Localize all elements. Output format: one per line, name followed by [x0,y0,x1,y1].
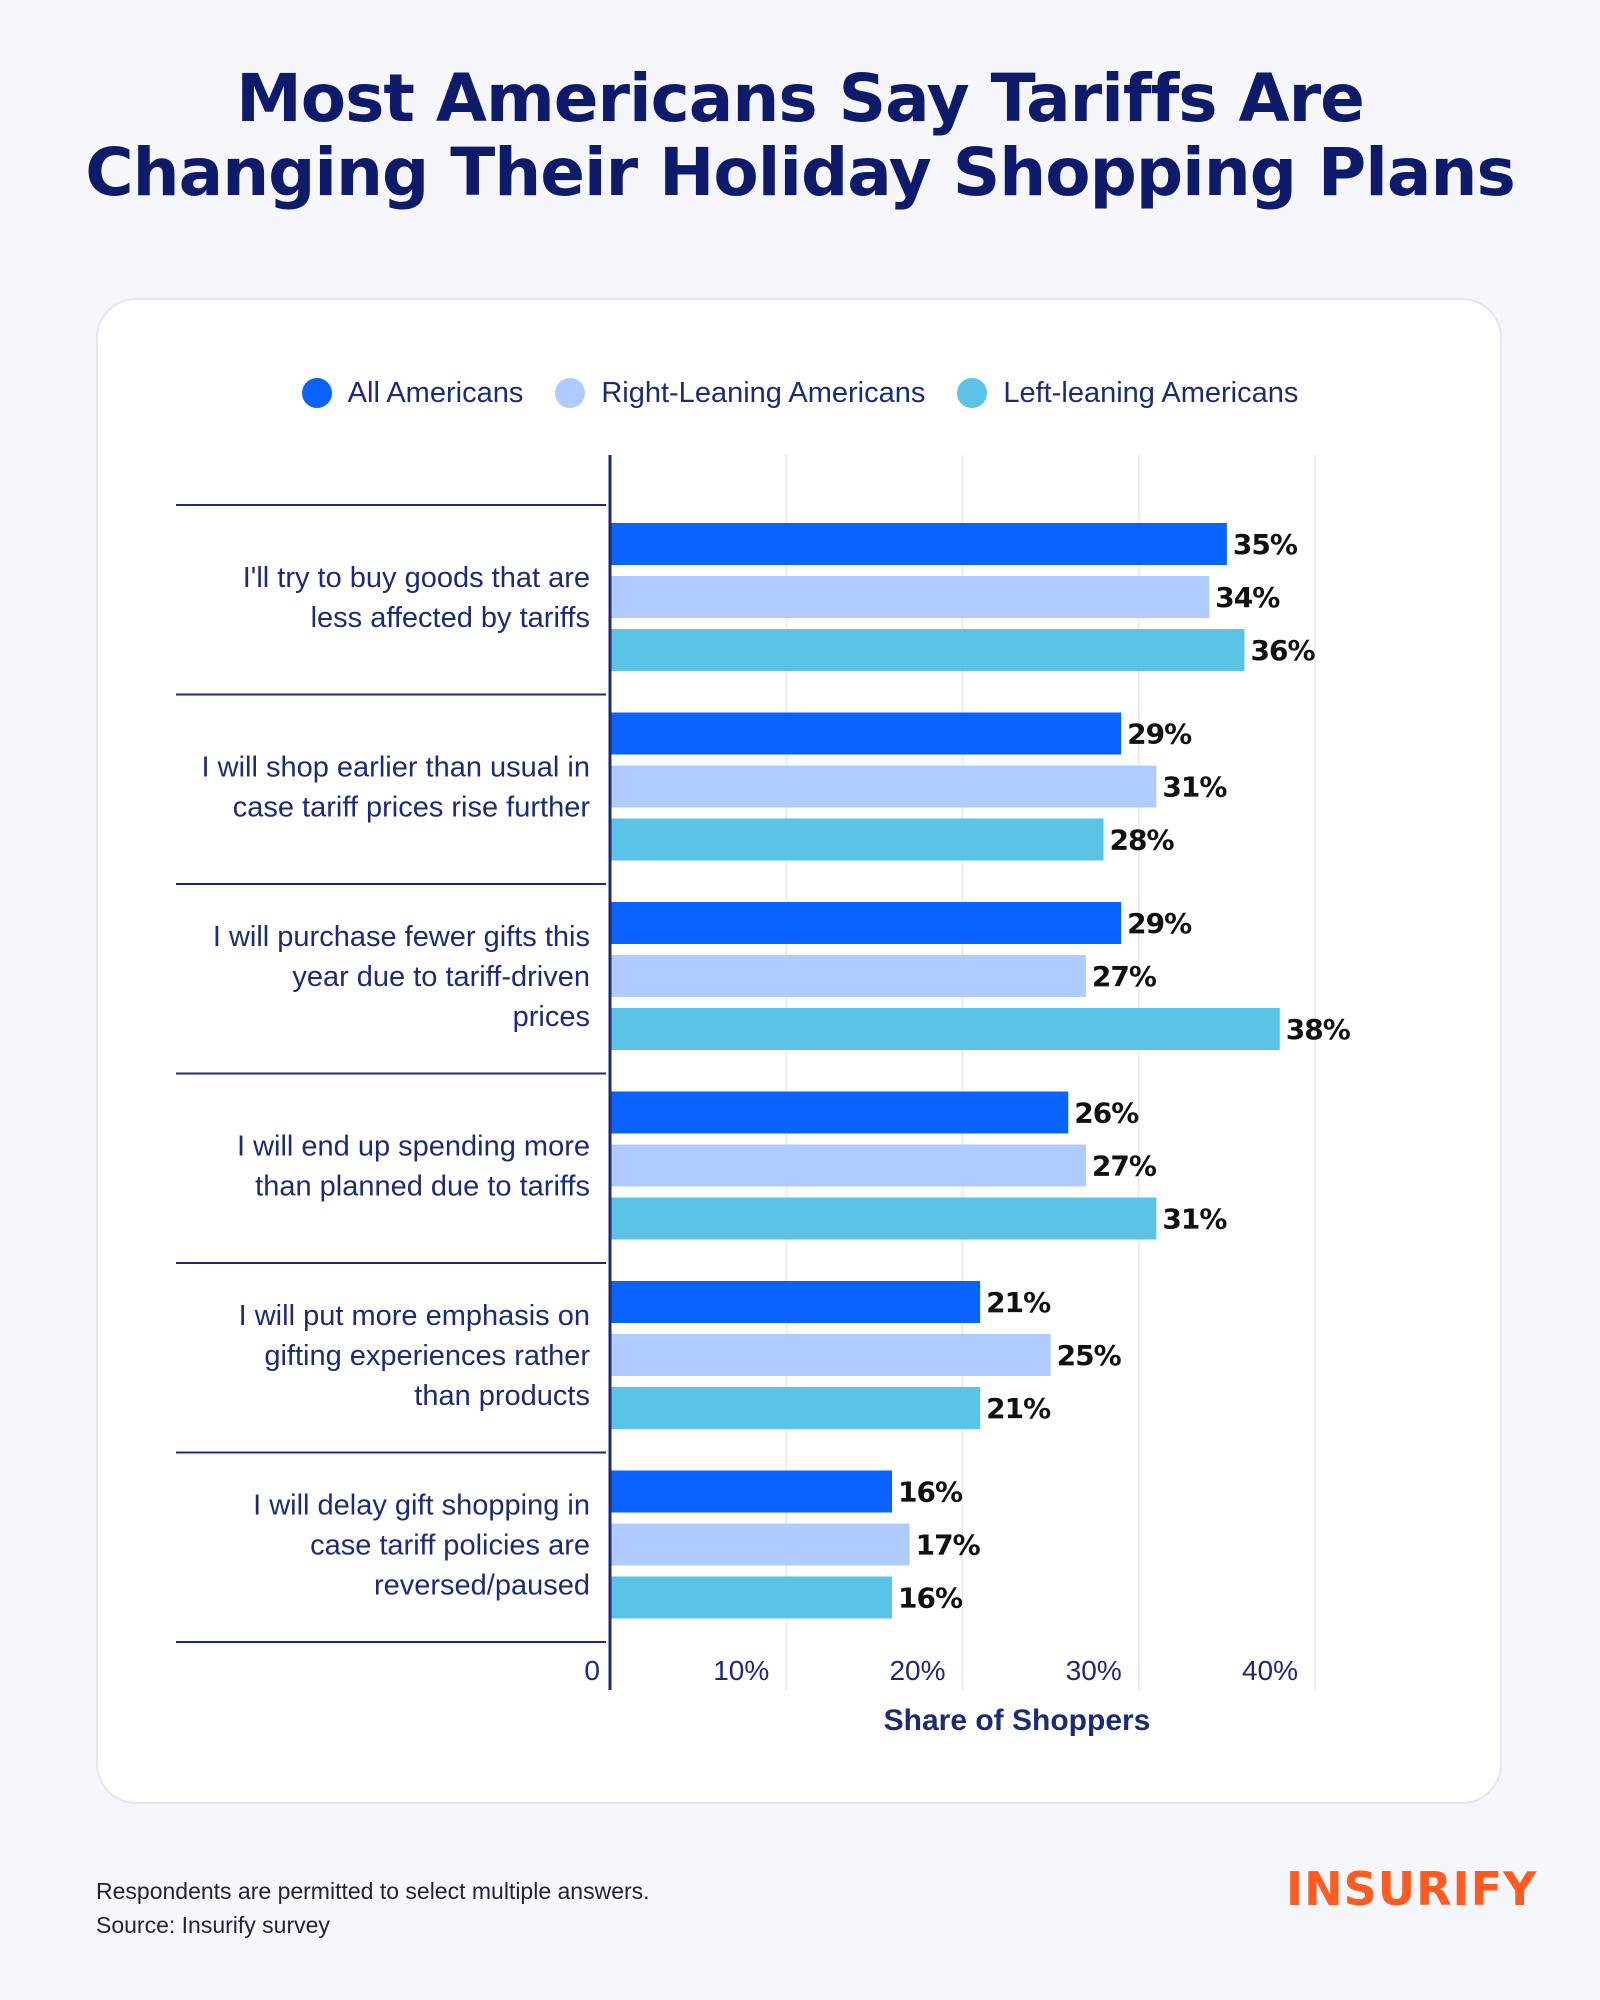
value-label-4-2: 27% [1092,1150,1157,1183]
chart-title: Most Americans Say Tariffs Are Changing … [0,62,1600,210]
category-label-6-line-2: case tariff policies are [310,1530,590,1562]
bar-5-1 [610,1281,981,1323]
category-label-2-line-2: case tariff prices rise further [233,792,591,824]
value-label-1-2: 34% [1215,581,1280,614]
value-label-4-3: 31% [1162,1203,1227,1236]
footnote-source: Source: Insurify survey [96,1912,330,1938]
bar-1-1 [610,523,1227,565]
value-label-6-1: 16% [898,1476,963,1509]
legend-label-3: Left-leaning Americans [1003,376,1299,409]
value-label-5-1: 21% [986,1286,1051,1319]
bar-2-3 [610,818,1104,861]
category-label-1-line-1: I'll try to buy goods that are [243,562,590,594]
legend-swatch-1 [301,378,332,408]
legend-swatch-3 [957,378,988,408]
bar-4-2 [610,1144,1086,1187]
bar-5-2 [610,1334,1051,1376]
insurify-logo: INSURIFY [1286,1862,1538,1916]
value-label-6-2: 17% [916,1529,981,1562]
x-tick-label-1: 0 [584,1655,600,1686]
value-label-3-1: 29% [1127,907,1192,940]
legend-swatch-2 [555,378,586,408]
legend-label-1: All Americans [347,376,524,409]
bar-1-2 [610,576,1210,618]
value-label-1-3: 36% [1251,634,1316,667]
bar-1-3 [610,629,1245,671]
value-label-2-2: 31% [1162,771,1227,804]
value-label-2-1: 29% [1127,718,1192,751]
bar-3-1 [610,902,1122,944]
value-label-5-3: 21% [986,1392,1051,1425]
legend-item-3: Left-leaning Americans [957,377,1298,410]
chart-title-line-2: Changing Their Holiday Shopping Plans [85,134,1516,211]
x-tick-label-3: 20% [889,1655,945,1686]
bar-3-3 [610,1008,1280,1050]
value-label-4-1: 26% [1074,1097,1139,1130]
bar-6-1 [610,1470,892,1513]
category-label-1-line-2: less affected by tariffs [311,602,590,634]
category-label-2-line-1: I will shop earlier than usual in [202,752,590,784]
bar-6-2 [610,1523,910,1566]
x-tick-label-2: 10% [713,1655,769,1686]
value-label-5-2: 25% [1057,1339,1122,1372]
category-label-3-line-2: year due to tariff-driven [292,961,590,993]
bar-6-3 [610,1576,892,1619]
bar-2-1 [610,712,1122,755]
category-label-5-line-1: I will put more emphasis on [239,1300,590,1332]
category-label-4-line-2: than planned due to tariffs [255,1171,590,1203]
x-axis-label: Share of Shoppers [884,1704,1151,1737]
value-label-6-3: 16% [898,1582,963,1615]
legend-item-1: All Americans [301,376,524,410]
category-label-6-line-3: reversed/paused [374,1570,590,1602]
value-label-3-3: 38% [1286,1013,1351,1046]
x-tick-label-4: 30% [1066,1655,1122,1686]
x-tick-label-5: 40% [1242,1655,1298,1686]
category-label-3-line-1: I will purchase fewer gifts this [213,921,590,953]
footnote-note: Respondents are permitted to select mult… [96,1878,650,1904]
bar-2-2 [610,765,1157,808]
category-label-3-line-3: prices [513,1001,590,1033]
bar-4-1 [610,1091,1069,1134]
chart-title-line-1: Most Americans Say Tariffs Are [236,60,1365,137]
legend-item-2: Right-Leaning Americans [555,377,925,410]
bar-3-2 [610,955,1086,997]
bar-5-3 [610,1387,981,1429]
category-label-4-line-1: I will end up spending more [237,1131,590,1163]
value-label-3-2: 27% [1092,960,1157,993]
category-label-5-line-2: gifting experiences rather [264,1340,590,1372]
value-label-2-3: 28% [1110,824,1175,857]
category-label-6-line-1: I will delay gift shopping in [253,1490,590,1522]
bar-4-3 [610,1197,1157,1240]
footnote: Respondents are permitted to select mult… [96,1874,650,1942]
legend-label-2: Right-Leaning Americans [601,376,926,409]
legend: All Americans Right-Leaning Americans Left… [0,373,1600,413]
value-label-1-1: 35% [1233,528,1298,561]
category-label-5-line-3: than products [414,1380,590,1412]
